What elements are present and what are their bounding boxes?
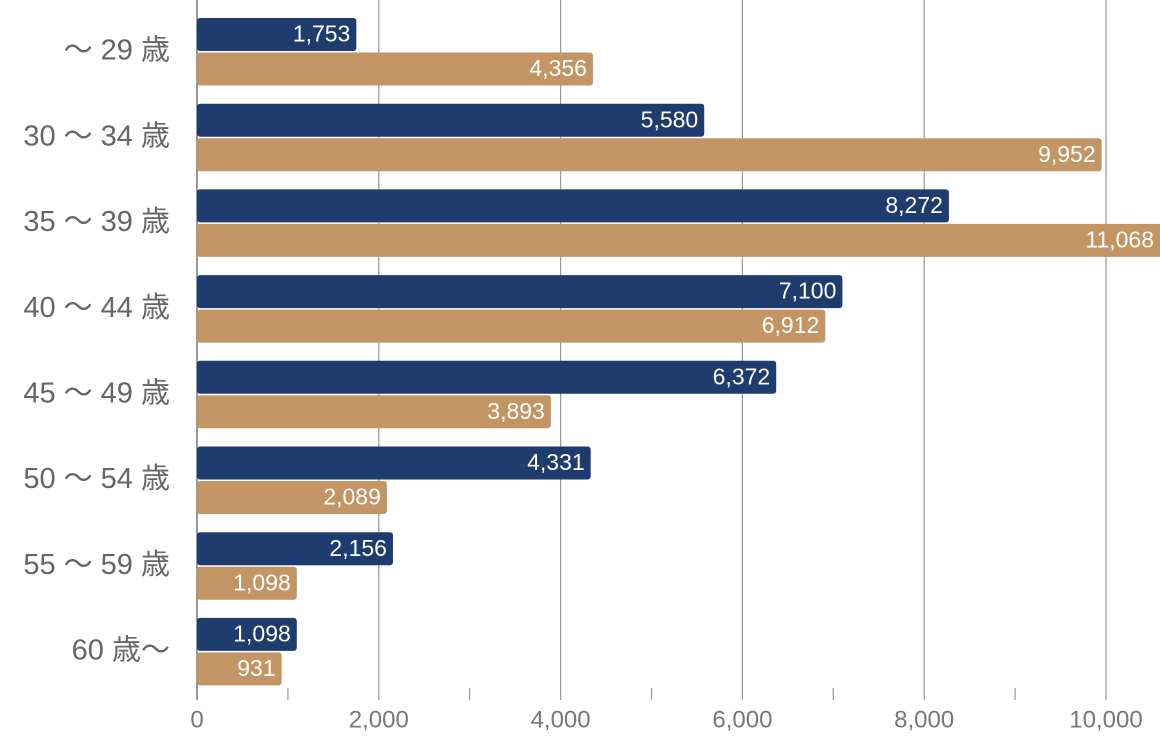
value-label: 2,156 [329,535,387,561]
bar [197,360,777,394]
x-tick-label: 8,000 [894,706,954,733]
x-tick-label: 4,000 [531,706,591,733]
y-tick-label: 30 ～ 34 歳 [23,119,170,152]
value-label: 4,331 [527,449,585,475]
value-label: 931 [237,655,275,681]
bar [197,309,826,343]
value-label: 6,372 [713,363,771,389]
y-tick-label: 35 ～ 39 歳 [23,205,170,238]
value-label: 2,089 [323,484,381,510]
y-tick-label: 45 ～ 49 歳 [23,376,170,409]
value-label: 4,356 [529,55,587,81]
bar [197,481,387,514]
value-label: 1,098 [233,569,291,595]
y-tick-label: 40 ～ 44 歳 [23,291,170,324]
bar [197,652,282,686]
bar [197,446,591,480]
bar [197,138,1102,172]
y-tick-label: 55 ～ 59 歳 [23,548,170,581]
value-label: 7,100 [779,278,837,304]
value-label: 3,893 [487,398,545,424]
bar [197,52,593,86]
value-label: 5,580 [641,106,699,132]
bar [197,532,393,566]
value-label: 6,912 [762,312,820,338]
bar [197,18,357,51]
x-tick-label: 6,000 [712,706,772,733]
bar [197,189,949,223]
value-label: 11,068 [1085,226,1154,252]
x-tick-label: 2,000 [349,706,409,733]
y-tick-label: 60 歳～ [72,634,170,667]
value-label: 8,272 [885,192,943,218]
x-tick-label: 10,000 [1069,706,1142,733]
value-label: 1,753 [293,21,351,47]
bars: 1,753 4,356 5,580 9,952 8,272 11,068 7,100 6,91… [197,18,1160,686]
value-label: 9,952 [1038,141,1096,167]
bar [197,223,1160,257]
bar [197,566,297,600]
bar [197,617,297,651]
bar [197,103,705,137]
y-tick-label: ～ 29 歳 [64,34,170,67]
bar [197,395,551,429]
x-tick-label: 0 [190,706,203,733]
y-tick-label: 50 ～ 54 歳 [23,462,170,495]
value-label: 1,098 [233,620,291,646]
bar [197,275,843,309]
